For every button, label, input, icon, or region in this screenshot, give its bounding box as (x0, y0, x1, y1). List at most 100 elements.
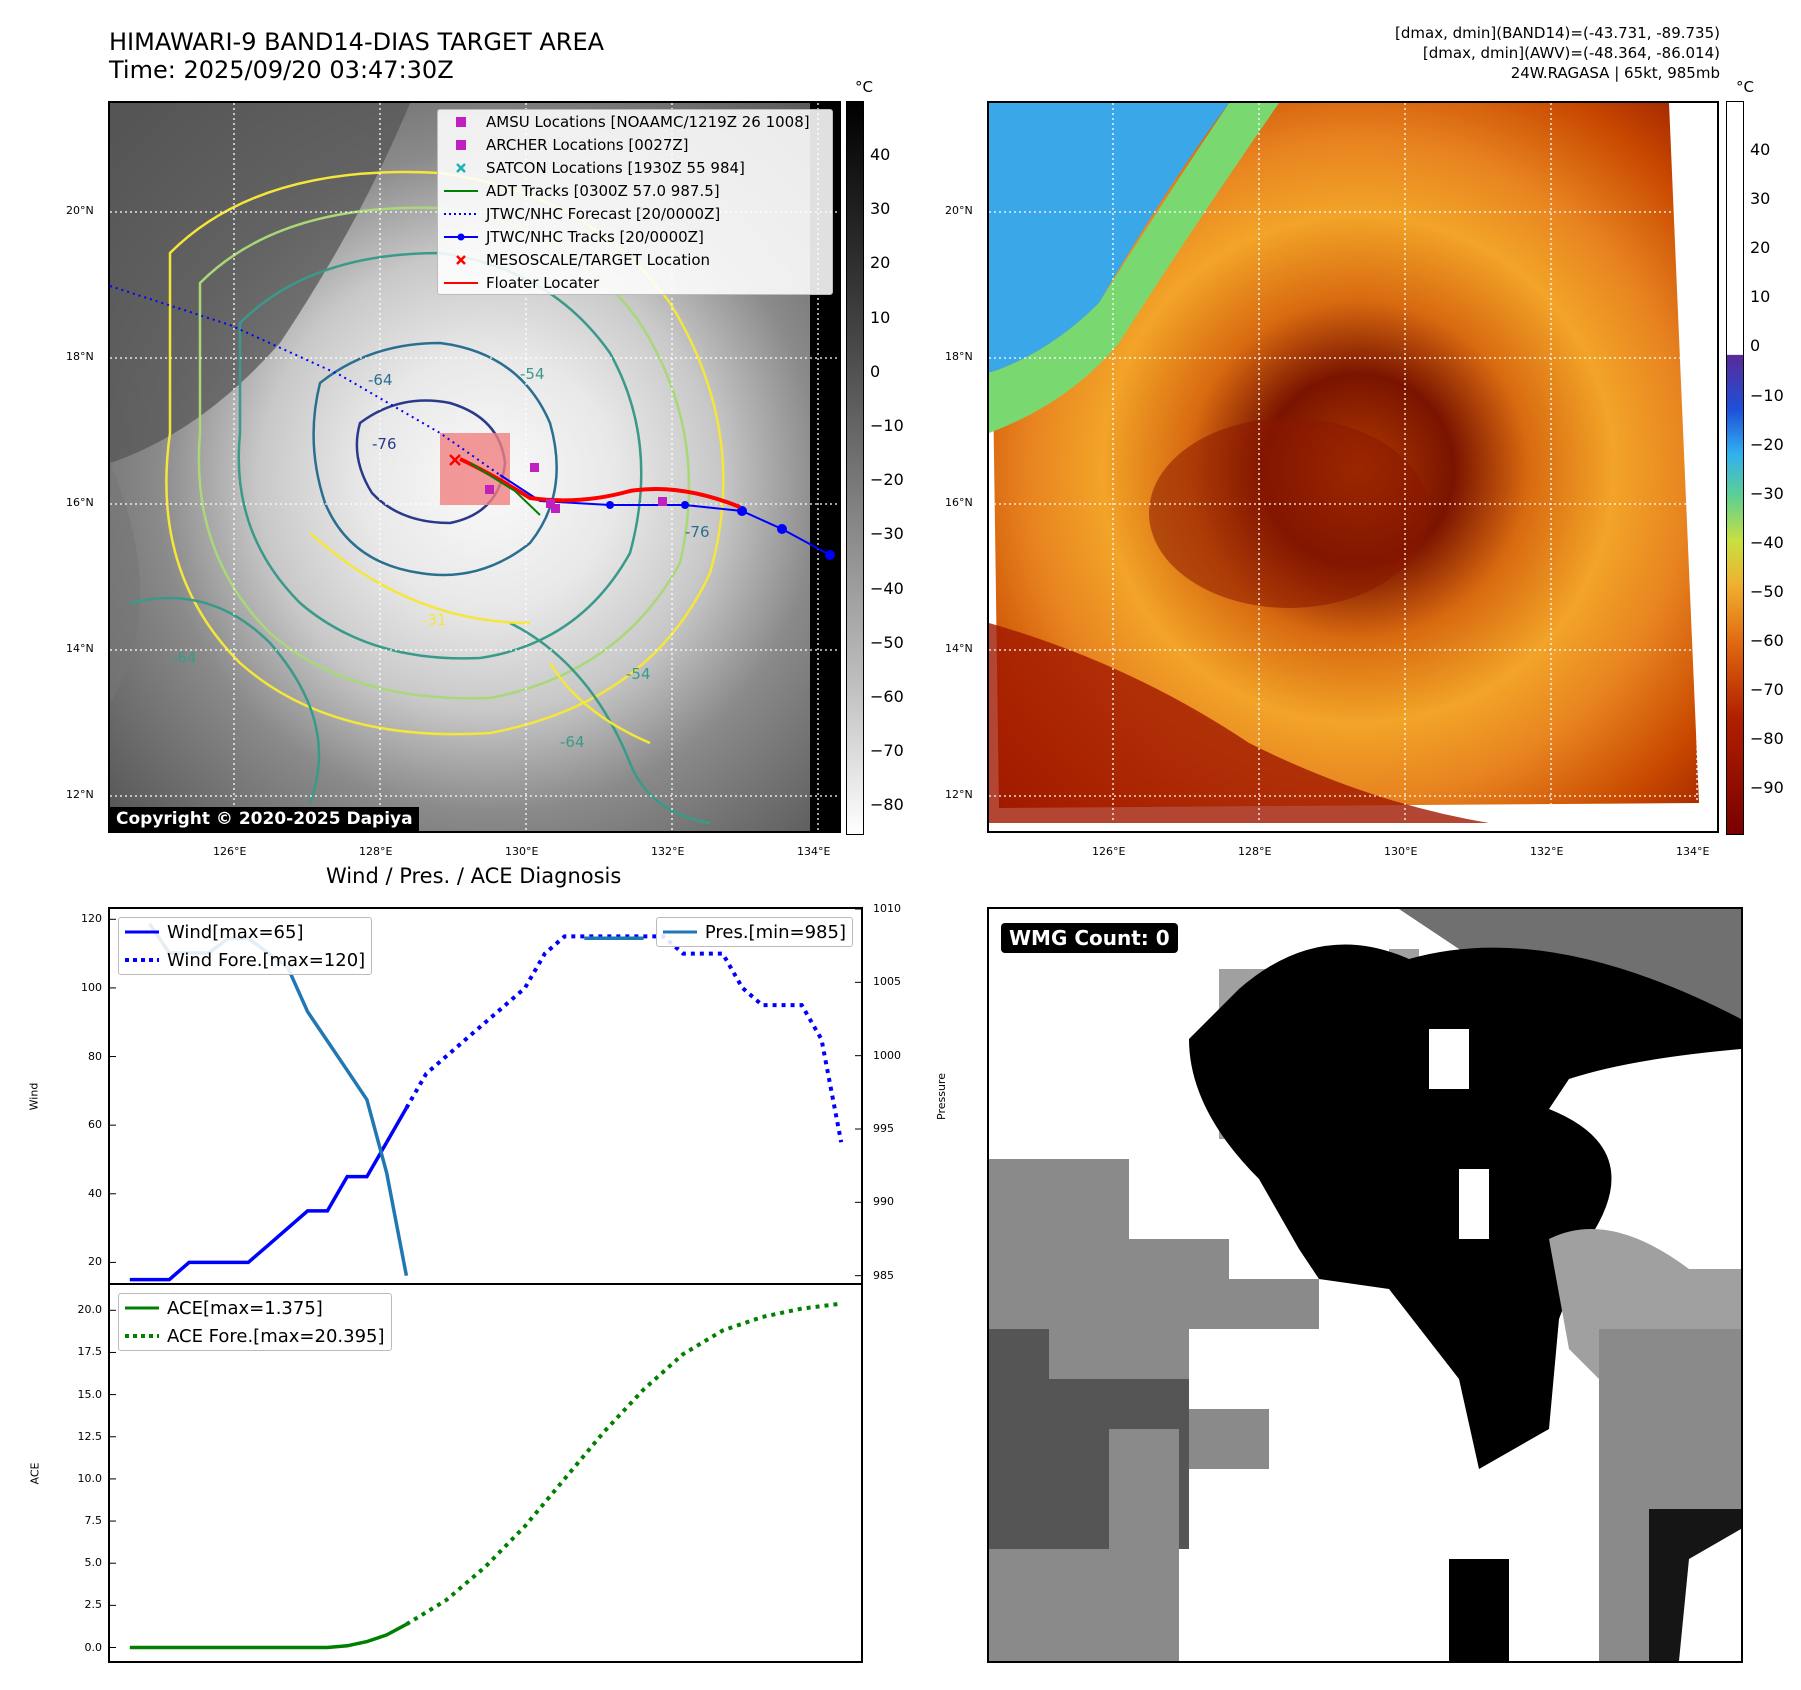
map-legend: AMSU Locations [NOAAMC/1219Z 26 1008] ARC… (437, 109, 833, 295)
lat-label: 12°N (945, 788, 973, 801)
lat-label: 14°N (945, 642, 973, 655)
colorbar-unit: °C (855, 78, 873, 96)
lon-label: 132°E (651, 845, 685, 858)
lon-label: 128°E (359, 845, 393, 858)
contour-label: -54 (520, 365, 545, 383)
legend-item: MESOSCALE/TARGET Location (438, 248, 832, 271)
lat-label: 14°N (66, 642, 94, 655)
legend-wind-forecast: Wind Fore.[max=120] (167, 949, 366, 971)
colorbar-tick-label: −70 (1750, 680, 1784, 700)
legend-label: MESOSCALE/TARGET Location (486, 250, 711, 269)
lon-label: 126°E (213, 845, 247, 858)
colorbar-tick-label: 30 (1750, 189, 1771, 209)
page-title-line1: HIMAWARI-9 BAND14-DIAS TARGET AREA (109, 28, 605, 56)
y-tick-label: 80 (88, 1049, 102, 1063)
contour-label: -76 (372, 435, 397, 453)
y-tick-label: 40 (88, 1186, 102, 1200)
ace-axis-label: ACE (28, 1462, 42, 1485)
wmg-panel: WMG Count: 0 (987, 907, 1743, 1663)
colorbar-tick-label: −50 (1750, 581, 1784, 601)
colorbar-tick-label: 0 (1750, 336, 1761, 356)
legend-label: ADT Tracks [0300Z 57.0 987.5] (486, 181, 720, 200)
y-tick-label: 0.0 (84, 1640, 103, 1654)
y-tick-label: 15.0 (77, 1387, 103, 1401)
awv-map-panel (987, 101, 1719, 833)
legend-ace: ACE[max=1.375] (167, 1297, 323, 1319)
colorbar-tick-label: −20 (1750, 434, 1784, 454)
legend-key-icon (444, 116, 478, 128)
legend-key-icon (444, 139, 478, 151)
wind-legend: Wind[max=65] Wind Fore.[max=120] (118, 917, 373, 975)
legend-label: AMSU Locations [NOAAMC/1219Z 26 1008] (486, 112, 810, 131)
legend-item: ARCHER Locations [0027Z] (438, 133, 832, 156)
lon-label: 130°E (505, 845, 539, 858)
legend-key-icon (444, 280, 478, 286)
y-tick-label: 5.0 (84, 1556, 103, 1570)
series-line-1-0 (129, 1622, 408, 1650)
legend-pres: Pres.[min=985] (704, 921, 846, 943)
legend-ace-forecast: ACE Fore.[max=20.395] (167, 1325, 385, 1347)
lon-label: 134°E (1676, 845, 1710, 858)
legend-item: AMSU Locations [NOAAMC/1219Z 26 1008] (438, 110, 832, 133)
y-tick-label: 17.5 (77, 1345, 103, 1359)
colorbar-tick-label: −90 (1750, 778, 1784, 798)
colorbar-awv (1726, 101, 1744, 835)
colorbar-tick-label: −40 (1750, 532, 1784, 552)
colorbar-tick-label: 10 (870, 307, 891, 327)
colorbar-tick-label: 0 (870, 361, 881, 381)
colorbar-tick-label: −60 (1750, 631, 1784, 650)
colorbar-tick-label: 40 (870, 145, 891, 164)
lon-label: 134°E (797, 845, 831, 858)
colorbar-tick-label: −80 (870, 795, 904, 815)
series-line-0-2 (404, 934, 844, 1143)
y2-tick-label: 1010 (873, 902, 901, 915)
y-tick-label: 10.0 (77, 1471, 103, 1485)
colorbar-tick-label: 30 (870, 199, 891, 219)
y-tick-label: 2.5 (84, 1598, 103, 1612)
colorbar-tick-label: 10 (1750, 287, 1771, 307)
contour-label: -64 (368, 371, 393, 389)
legend-key-icon (444, 232, 478, 242)
colorbar-tick-label: −30 (870, 524, 904, 544)
colorbar-tick-label: −80 (1750, 729, 1784, 749)
legend-label: JTWC/NHC Tracks [20/0000Z] (486, 227, 704, 246)
y-tick-label: 60 (88, 1118, 102, 1132)
legend-item: JTWC/NHC Tracks [20/0000Z] (438, 225, 832, 248)
legend-label: JTWC/NHC Forecast [20/0000Z] (486, 204, 721, 223)
header-storm-info: 24W.RAGASA | 65kt, 985mb (1510, 64, 1720, 82)
y-tick-label: 7.5 (84, 1514, 103, 1528)
legend-key-icon (444, 162, 478, 174)
page-title-line2: Time: 2025/09/20 03:47:30Z (109, 56, 454, 84)
lat-label: 18°N (945, 350, 973, 363)
lon-label: 128°E (1238, 845, 1272, 858)
lat-label: 20°N (945, 204, 973, 217)
colorbar-tick-label: −50 (870, 632, 904, 652)
colorbar-tick-label: −10 (1750, 385, 1784, 405)
awv-map-image (989, 103, 1717, 831)
y2-tick-label: 985 (873, 1268, 894, 1282)
y-tick-label: 20.0 (77, 1303, 103, 1317)
legend-key-icon (444, 254, 478, 266)
colorbar-unit: °C (1736, 78, 1754, 96)
legend-label: ARCHER Locations [0027Z] (486, 135, 689, 154)
wmg-count-label: WMG Count: 0 (1001, 923, 1178, 953)
contour-label: -31 (422, 611, 447, 629)
y-tick-label: 120 (81, 912, 102, 926)
header-stats-line2: [dmax, dmin](AWV)=(-48.364, -86.014) (1422, 44, 1720, 62)
series-line-1-1 (405, 1301, 842, 1627)
legend-item: JTWC/NHC Forecast [20/0000Z] (438, 202, 832, 225)
y-tick-label: 20 (88, 1255, 102, 1269)
colorbar-tick-label: 20 (1750, 238, 1771, 258)
contour-label: -54 (626, 665, 651, 683)
y2-tick-label: 1000 (873, 1048, 901, 1062)
colorbar-tick-label: 20 (870, 253, 891, 273)
ir-map-panel: -76 -64 -54 -31 -64 -76 -54 -64 AMSU Loc… (108, 101, 841, 833)
legend-key-icon (444, 211, 478, 217)
legend-key-icon (444, 188, 478, 194)
colorbar-tick-label: −70 (870, 741, 904, 761)
legend-item: ADT Tracks [0300Z 57.0 987.5] (438, 179, 832, 202)
y-tick-label: 12.5 (77, 1429, 103, 1443)
lat-label: 20°N (66, 204, 94, 217)
copyright-label: Copyright © 2020-2025 Dapiya (110, 807, 419, 831)
series-line-0-0 (129, 1141, 389, 1282)
